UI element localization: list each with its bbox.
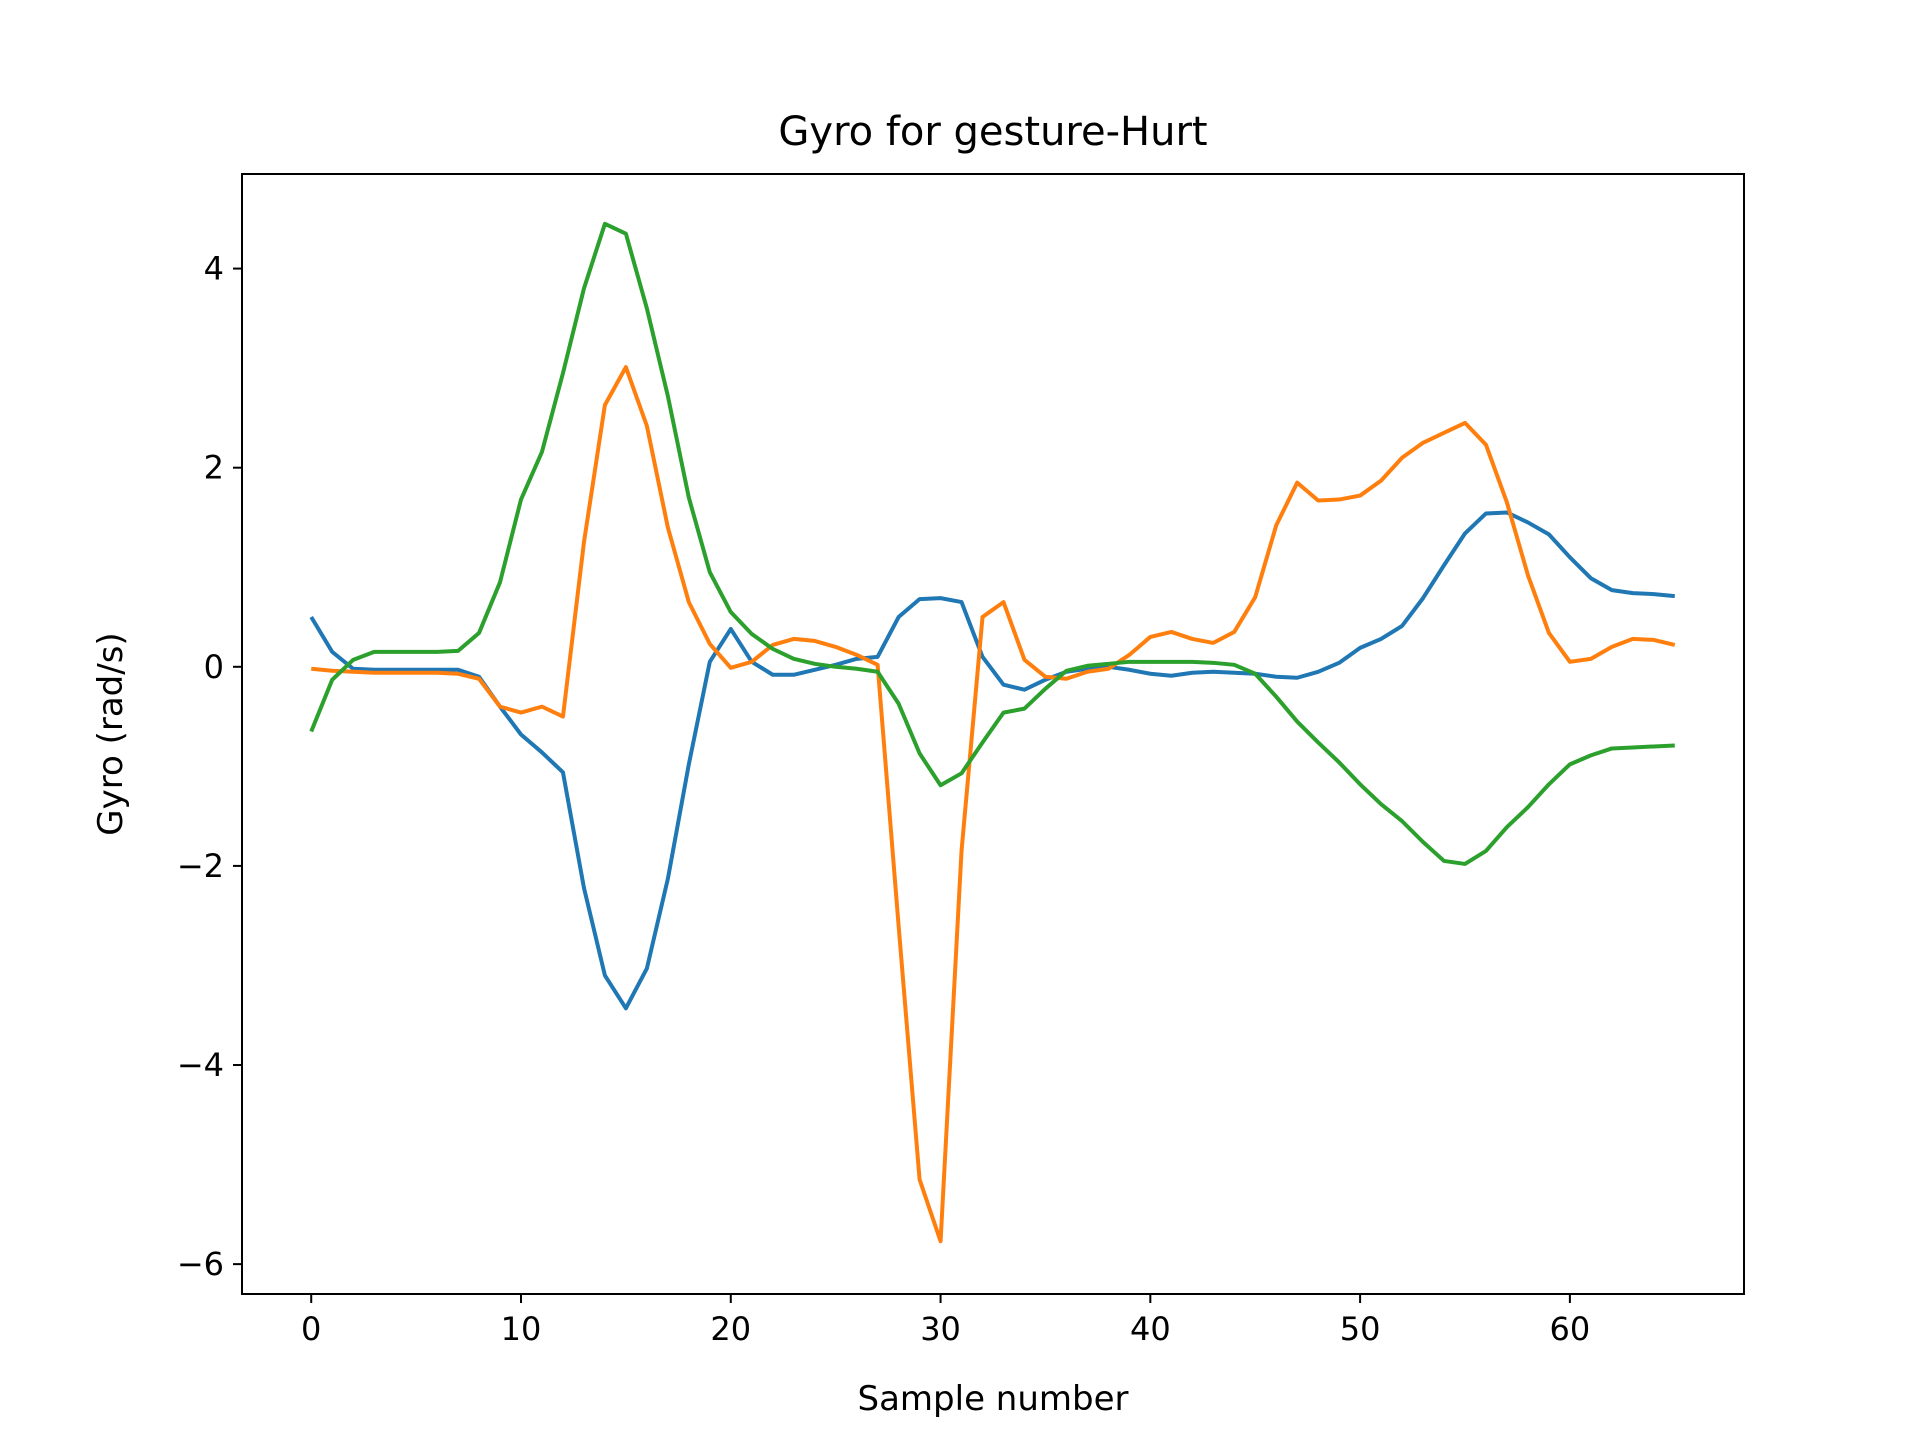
series-line-2	[311, 365, 1676, 1244]
x-axis: 0 10 20 30 40 50 60	[301, 1294, 1590, 1348]
plot-frame	[241, 173, 1745, 1295]
x-tick-label: 20	[710, 1310, 751, 1348]
y-tick-label: 2	[204, 449, 224, 487]
x-tick-label: 50	[1340, 1310, 1381, 1348]
y-tick-label: −6	[177, 1245, 224, 1283]
x-tick-label: 40	[1130, 1310, 1171, 1348]
y-axis-label: Gyro (rad/s)	[91, 632, 131, 835]
x-tick-label: 10	[501, 1310, 542, 1348]
y-tick-label: −2	[177, 847, 224, 885]
y-tick-label: 4	[204, 250, 224, 288]
x-tick-label: 0	[301, 1310, 321, 1348]
chart-title: Gyro for gesture-Hurt	[778, 109, 1207, 155]
x-tick-label: 60	[1550, 1310, 1591, 1348]
series-line-1	[309, 510, 1675, 1011]
y-tick-label: −4	[177, 1046, 224, 1084]
y-axis: −6 −4 −2 0 2 4	[177, 250, 242, 1283]
y-tick-label: 0	[204, 648, 224, 686]
series-line-3	[309, 221, 1675, 866]
x-tick-label: 30	[920, 1310, 961, 1348]
x-axis-label: Sample number	[858, 1379, 1129, 1419]
series-layer	[309, 221, 1676, 1244]
